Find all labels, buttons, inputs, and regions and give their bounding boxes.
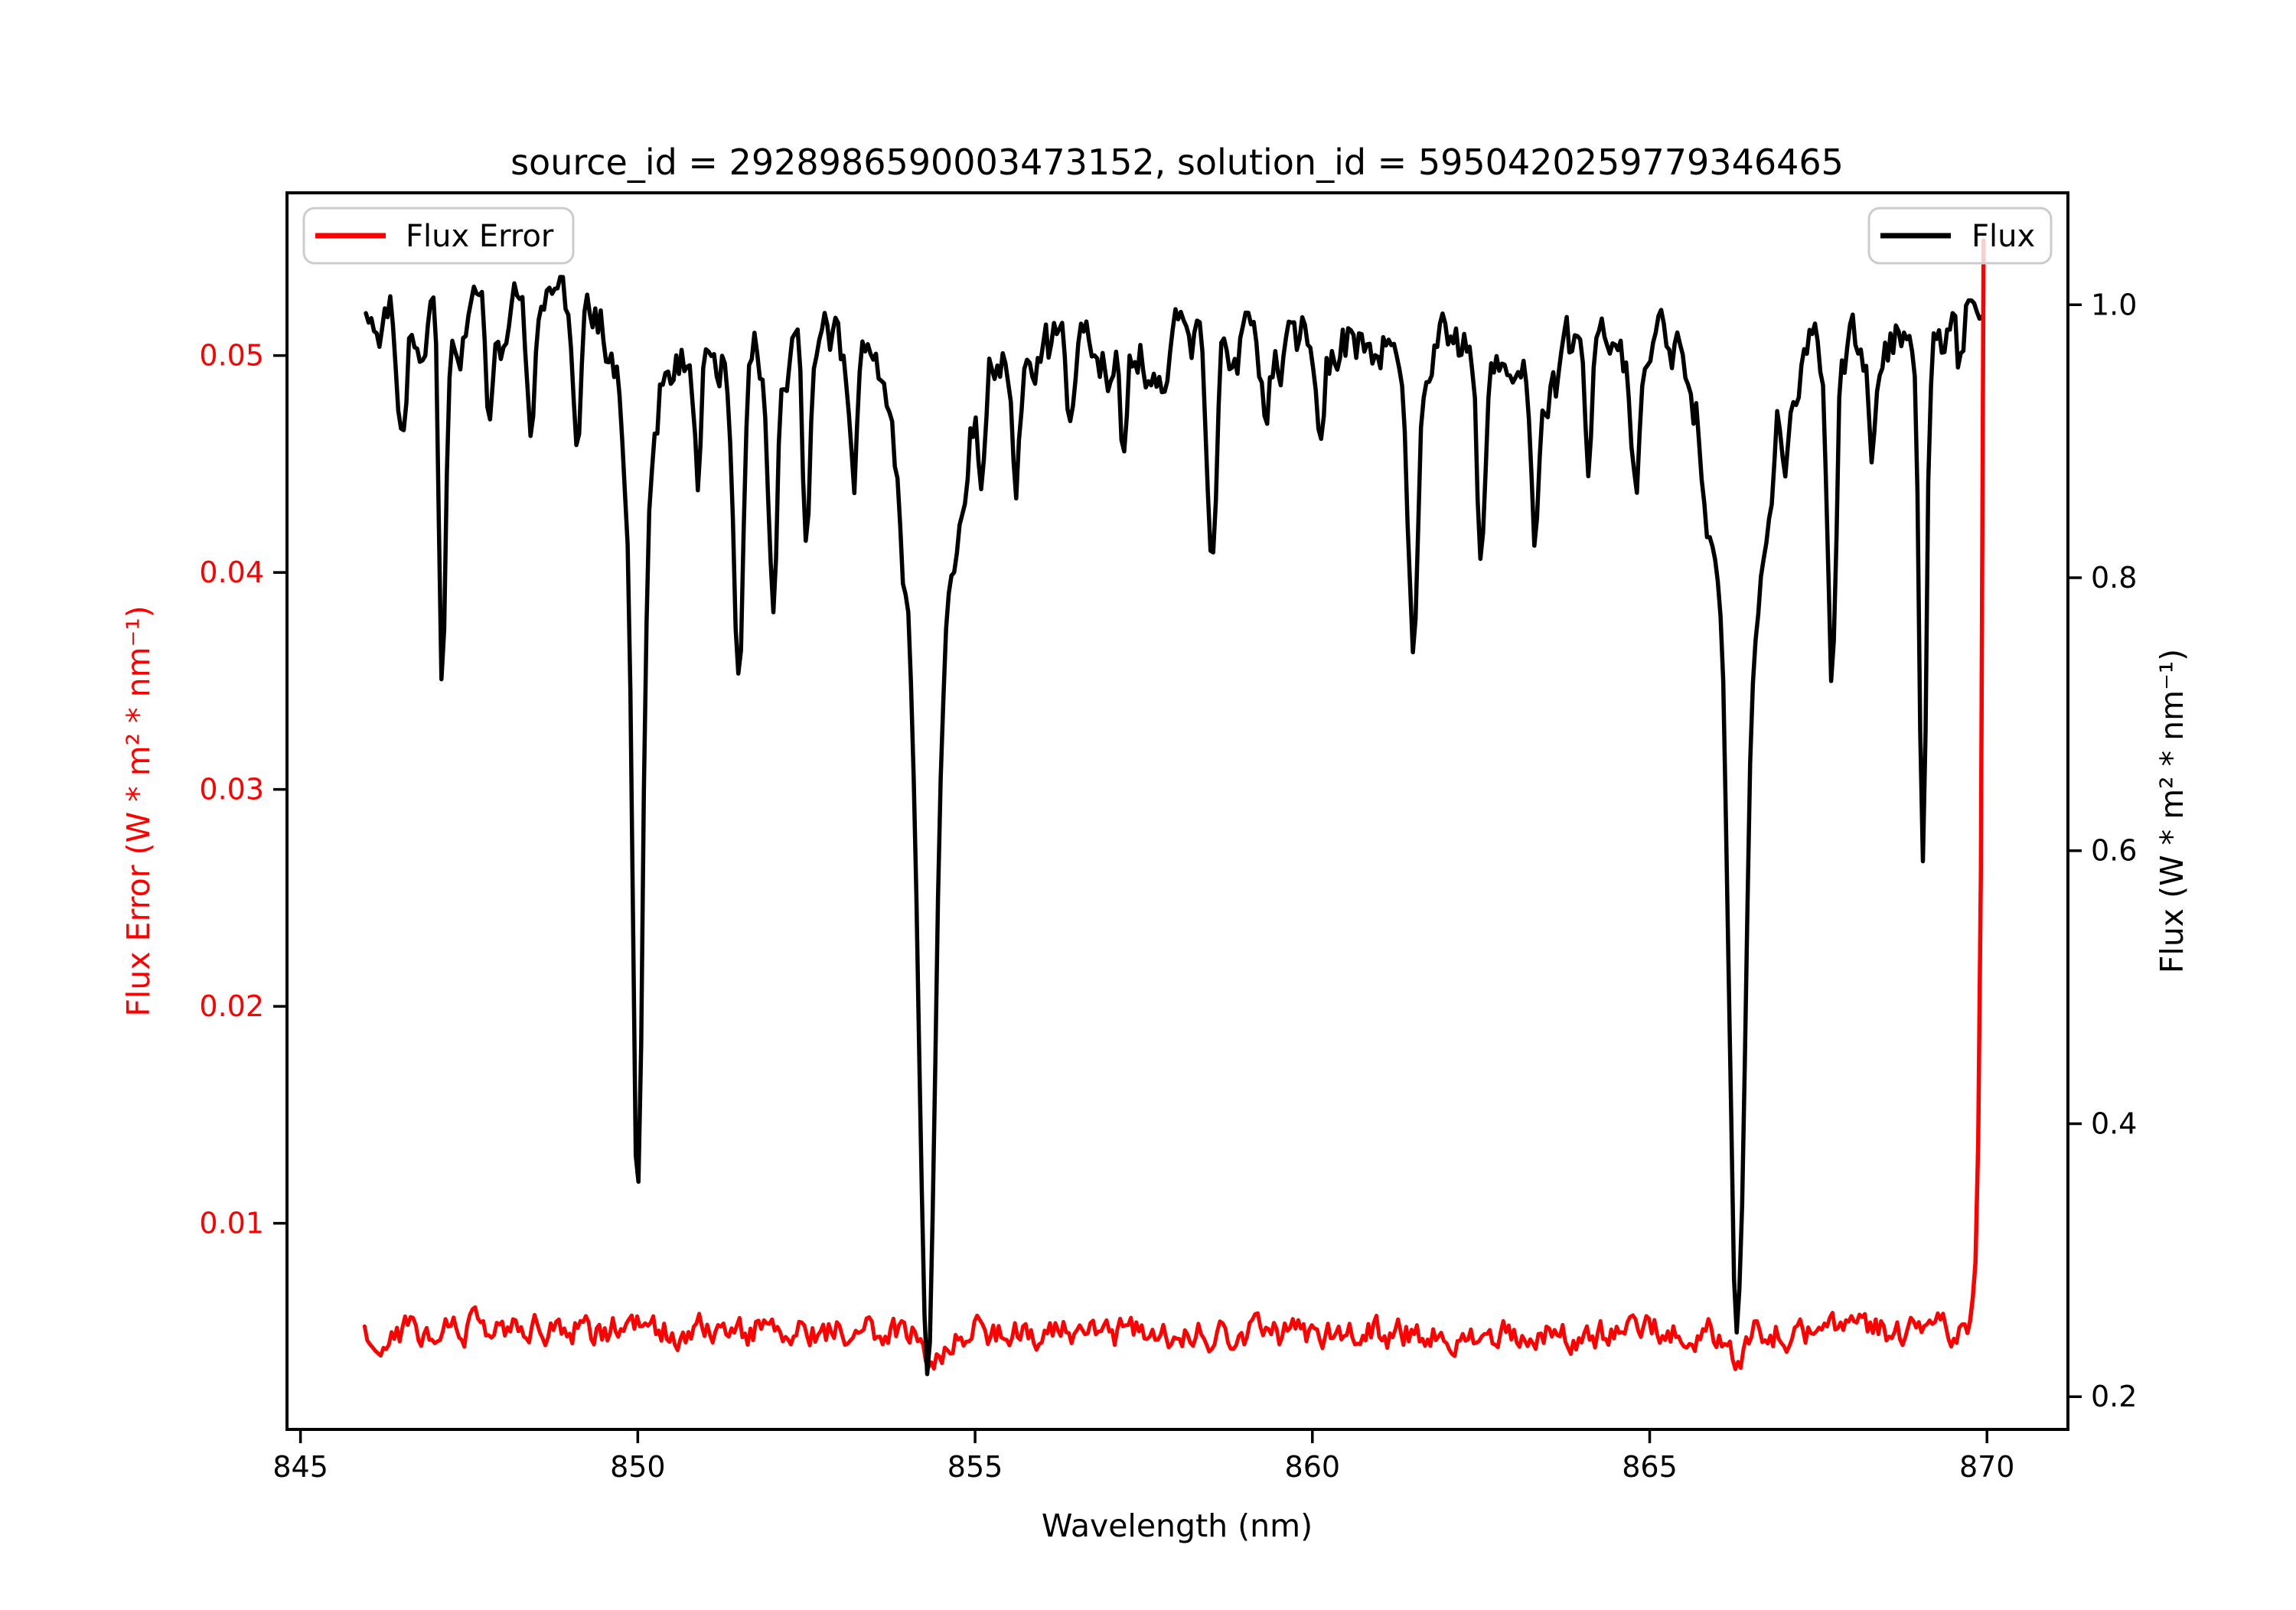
left-y-tick-label: 0.04 [199,556,264,589]
x-tick-label: 845 [272,1450,328,1484]
right-y-tick-label: 0.2 [2091,1380,2137,1413]
right-y-axis-label: Flux (W * m² * nm⁻¹) [2154,649,2190,973]
left-y-tick-label: 0.05 [199,339,264,373]
x-tick-label: 865 [1622,1450,1678,1484]
right-y-tick-label: 0.8 [2091,561,2137,595]
flux-line [364,275,1985,1377]
legend-flux-error: Flux Error [302,207,575,265]
left-y-tick-label: 0.01 [199,1207,264,1240]
x-tick-label: 860 [1285,1450,1341,1484]
legend-flux-error-box [302,207,575,265]
x-axis-label: Wavelength (nm) [1042,1507,1313,1544]
left-y-axis-label: Flux Error (W * m² * nm⁻¹) [120,605,157,1016]
x-tick-label: 870 [1959,1450,2015,1484]
left-y-tick-label: 0.03 [199,773,264,807]
x-tick-label: 850 [610,1450,666,1484]
left-y-tick-label: 0.02 [199,989,264,1023]
x-tick-label: 855 [947,1450,1003,1484]
right-y-tick-label: 1.0 [2091,288,2137,321]
plot-title: source_id = 2928986590003473152, solutio… [510,142,1844,183]
right-y-tick-label: 0.4 [2091,1106,2137,1140]
right-y-tick-label: 0.6 [2091,834,2137,868]
flux-error-legend-label: Flux Error [406,219,554,254]
legend-flux-box [1867,207,2053,265]
series-layer [362,238,1986,1377]
legend-flux: Flux [1867,207,2053,265]
axes-layer: 845 850 855 860 865 870 0.01 0.02 0.03 0.04 0.05 0.… [199,191,2137,1484]
flux-error-end-spike [1965,238,1986,1335]
flux-legend-label: Flux [1971,219,2035,254]
flux-error-line [362,238,1986,1371]
plot-frame [285,191,2069,1431]
